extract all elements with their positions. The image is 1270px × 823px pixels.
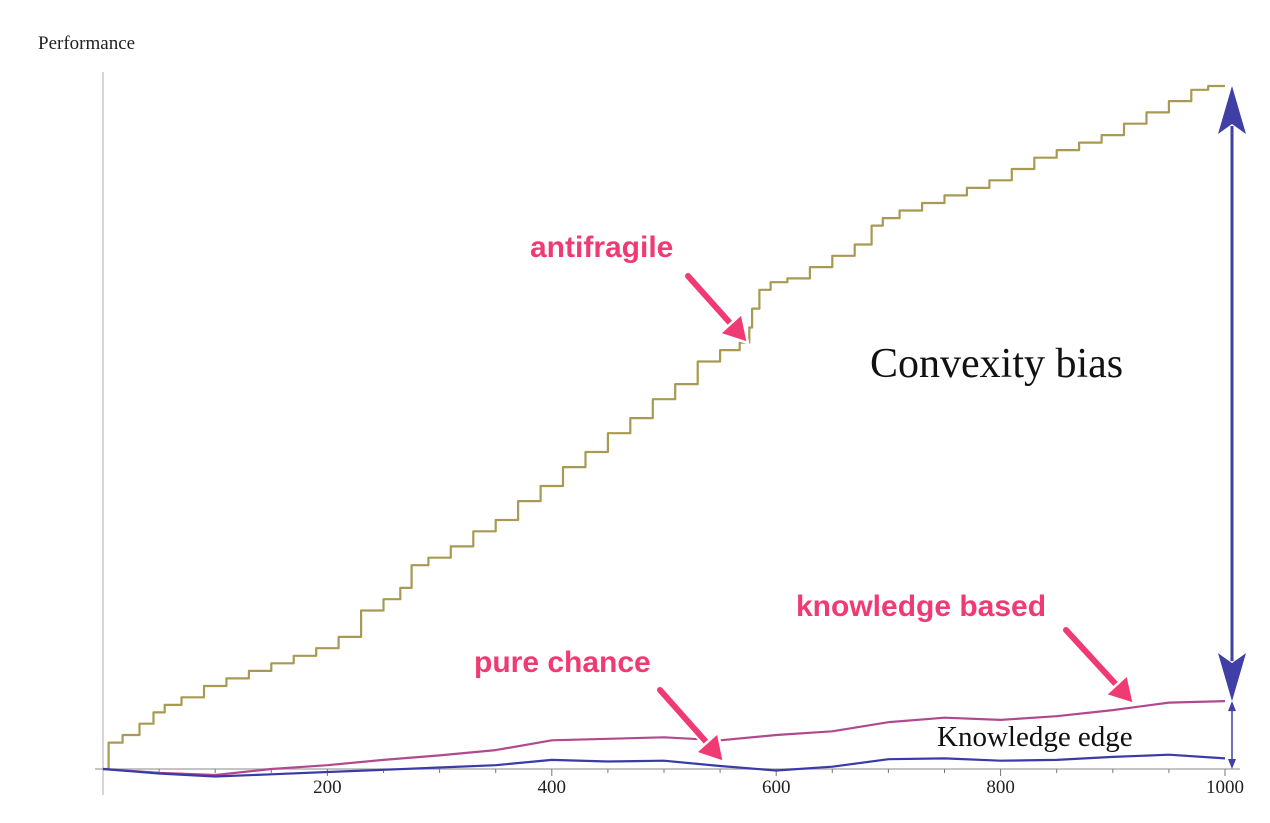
series-line-antifragile (103, 84, 1225, 771)
convexity-bias-arrow-head-bottom (1218, 653, 1246, 702)
series-line-pure-chance (102, 753, 1226, 778)
knowledge-edge-label: Knowledge edge (937, 721, 1133, 753)
callout-arrow-head (1104, 673, 1136, 706)
callout-arrow-shaft (685, 273, 734, 327)
callout-arrow-knowledge-based (1061, 625, 1136, 706)
series-lines (102, 84, 1226, 778)
callout-arrow-shaft (1063, 627, 1120, 688)
callout-arrow-head (718, 312, 750, 345)
x-tick-label: 800 (986, 777, 1015, 798)
annotation-labels: antifragile knowledge based pure chance Con… (471, 228, 1136, 764)
series-line-knowledge-based (102, 700, 1226, 777)
x-tick-label: 400 (538, 777, 567, 798)
knowledge-edge-arrow-head-bottom (1228, 759, 1236, 769)
x-tick-label: 1000 (1206, 777, 1244, 798)
convexity-bias-label: Convexity bias (870, 341, 1123, 387)
x-tick-label: 600 (762, 777, 791, 798)
callout-arrow-antifragile (683, 271, 750, 345)
callout-arrow-head (694, 731, 726, 764)
antifragile-label: antifragile (530, 231, 673, 264)
axes (95, 72, 1240, 795)
convexity-bias-arrow-head-top (1218, 86, 1246, 134)
x-axis-ticks: 200 400 600 800 1000 (158, 769, 1244, 798)
callout-arrow-pure-chance (655, 685, 726, 764)
x-tick-label: 200 (313, 777, 342, 798)
callout-arrow-shaft (657, 687, 710, 746)
measurement-arrows (1218, 86, 1246, 769)
pure-chance-label: pure chance (474, 646, 651, 679)
knowledge-based-label: knowledge based (796, 590, 1046, 623)
y-axis-label: Performance (38, 33, 135, 54)
knowledge-edge-arrow-head-top (1228, 701, 1236, 712)
